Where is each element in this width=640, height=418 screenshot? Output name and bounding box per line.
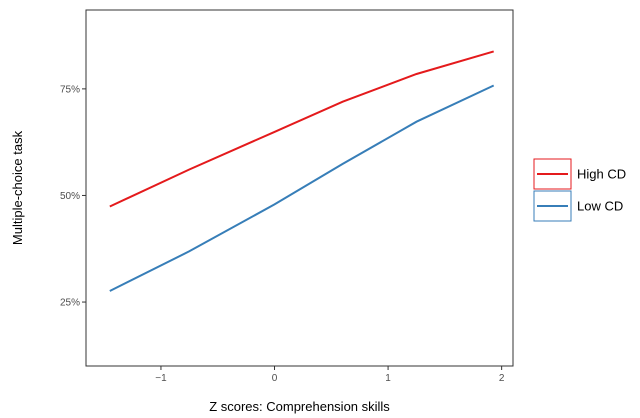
- x-tick-label: −1: [155, 373, 167, 384]
- legend-label-low-cd: Low CD: [577, 199, 623, 214]
- x-tick-label: 2: [499, 373, 505, 384]
- x-axis-ticks: −1 0 1 2: [155, 366, 505, 384]
- y-tick-label: 50%: [60, 191, 80, 202]
- x-tick-label: 0: [272, 373, 278, 384]
- series-lines: [109, 50, 495, 292]
- legend-label-high-cd: High CD: [577, 167, 626, 182]
- x-tick-label: 1: [385, 373, 391, 384]
- y-axis-title: Multiple-choice task: [10, 130, 25, 245]
- legend: High CD Low CD: [533, 158, 626, 222]
- x-axis-title: Z scores: Comprehension skills: [209, 399, 390, 414]
- plot-panel: [85, 9, 514, 367]
- y-tick-label: 25%: [60, 298, 80, 309]
- series-line-high-cd: [109, 50, 494, 208]
- y-axis-ticks: 25% 50% 75%: [60, 84, 86, 309]
- y-tick-label: 75%: [60, 84, 80, 95]
- series-line-low-cd: [109, 84, 495, 292]
